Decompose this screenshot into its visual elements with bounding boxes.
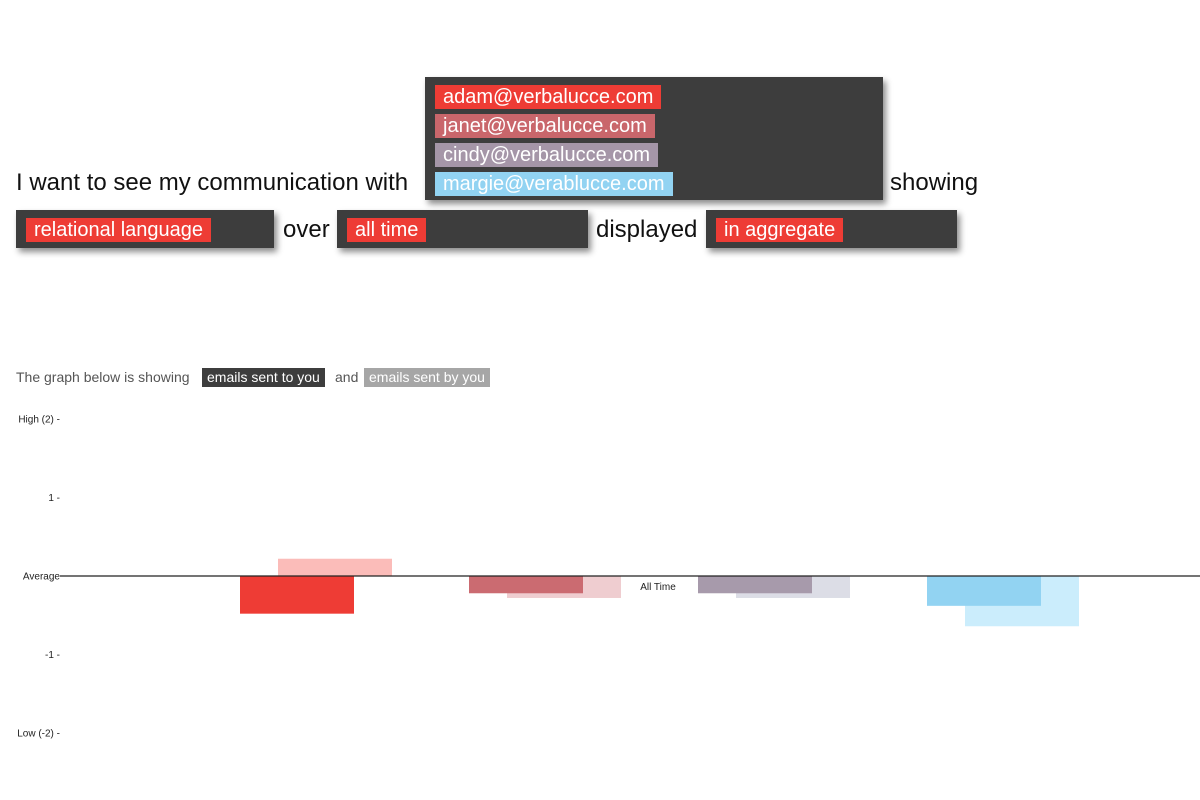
display-mode-selector[interactable]: in aggregate — [706, 210, 957, 248]
y-axis-ticks: High (2) - 1 - Average -1 - Low (-2) - — [17, 415, 60, 740]
legend-sent: emails sent by you — [364, 368, 490, 387]
contact-selector[interactable]: adam@verbalucce.com janet@verbalucce.com… — [425, 77, 883, 200]
contact-chip-janet[interactable]: janet@verbalucce.com — [435, 114, 655, 138]
bar-received-2 — [469, 576, 583, 594]
bar-received-3 — [698, 576, 812, 594]
y-tick-label: -1 - — [45, 650, 60, 661]
caption-conjunction: and — [335, 369, 359, 385]
x-category-label: All Time — [640, 582, 676, 593]
over-text: over — [283, 216, 330, 243]
display-mode-chip[interactable]: in aggregate — [716, 218, 844, 242]
timeframe-selector[interactable]: all time — [337, 210, 588, 248]
metric-chip[interactable]: relational language — [26, 218, 212, 242]
contact-chip-cindy[interactable]: cindy@verbalucce.com — [435, 143, 659, 167]
bar-chart: High (2) - 1 - Average -1 - Low (-2) - All T… — [17, 415, 1200, 740]
caption-prefix: The graph below is showing — [16, 369, 190, 385]
intro-text: I want to see my communication with — [16, 169, 409, 196]
displayed-text: displayed — [596, 216, 698, 243]
y-tick-label: Average — [23, 572, 61, 583]
bar-sent-1 — [278, 558, 392, 576]
bar-received-4 — [927, 576, 1041, 606]
y-tick-label: High (2) - — [18, 415, 60, 426]
metric-selector[interactable]: relational language — [16, 210, 274, 248]
legend-received: emails sent to you — [202, 368, 325, 387]
bar-received-1 — [240, 576, 354, 614]
contact-chip-adam[interactable]: adam@verbalucce.com — [435, 85, 662, 109]
y-tick-label: Low (-2) - — [17, 729, 60, 740]
y-tick-label: 1 - — [48, 493, 60, 504]
timeframe-chip[interactable]: all time — [347, 218, 427, 242]
bars-group — [240, 558, 1079, 627]
contact-chip-margie[interactable]: margie@verablucce.com — [435, 172, 673, 196]
showing-text: showing — [890, 169, 979, 196]
